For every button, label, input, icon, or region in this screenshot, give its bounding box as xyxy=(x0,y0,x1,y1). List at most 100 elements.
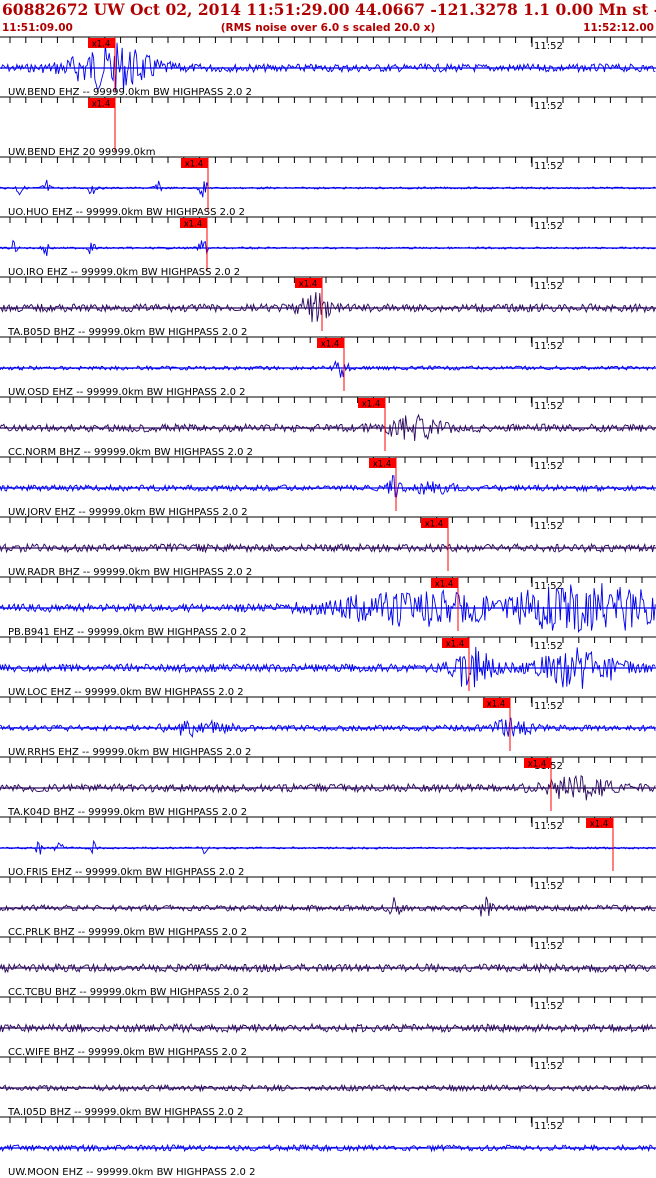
minute-label: 11:52 xyxy=(534,461,563,472)
station-label: UO.HUO EHZ -- 99999.0km BW HIGHPASS 2.0 … xyxy=(8,207,245,218)
waveform xyxy=(0,292,656,323)
trace-row: 11:52 x1.4 UW.BEND EHZ 20 99999.0km xyxy=(0,96,656,158)
waveform xyxy=(0,646,656,689)
event-title: 60882672 UW Oct 02, 2014 11:51:29.00 44.… xyxy=(2,0,656,19)
pick-flag xyxy=(181,158,208,168)
waveform xyxy=(0,179,656,198)
trace-row: 11:52 x1.4 UW.RADR BHZ -- 99999.0km BW HIG… xyxy=(0,516,656,578)
trace-row: 11:52 x1.4 PB.B941 EHZ -- 99999.0km BW HIG… xyxy=(0,576,656,638)
minute-label: 11:52 xyxy=(534,1121,563,1132)
waveform xyxy=(0,413,656,442)
waveform xyxy=(0,896,656,917)
pick-label: x1.4 xyxy=(487,700,506,710)
minute-label: 11:52 xyxy=(534,821,563,832)
start-time-label: 11:51:09.00 xyxy=(2,22,73,34)
end-time-label: 11:52:12.00 xyxy=(583,22,654,34)
pick-label: x1.4 xyxy=(92,40,111,50)
station-label: UO.FRIS EHZ -- 99999.0km BW HIGHPASS 2.0… xyxy=(8,867,244,878)
trace-row: 11:52 TA.I05D BHZ -- 99999.0km BW HIGHPAS… xyxy=(0,1056,656,1118)
pick-flag xyxy=(369,458,396,468)
pick-flag xyxy=(431,578,458,588)
station-label: TA.K04D BHZ -- 99999.0km BW HIGHPASS 2.0… xyxy=(7,807,247,818)
minute-label: 11:52 xyxy=(534,101,563,112)
pick-label: x1.4 xyxy=(590,820,609,830)
waveform xyxy=(0,360,656,378)
minute-label: 11:52 xyxy=(534,41,563,52)
pick-flag xyxy=(88,98,115,108)
station-label: CC.TCBU BHZ -- 99999.0km BW HIGHPASS 2.0… xyxy=(8,987,249,998)
pick-flag xyxy=(483,698,510,708)
pick-flag xyxy=(88,38,115,48)
station-label: PB.B941 EHZ -- 99999.0km BW HIGHPASS 2.0… xyxy=(8,627,246,638)
pick-flag xyxy=(586,818,613,828)
station-label: UW.RRHS EHZ -- 99999.0km BW HIGHPASS 2.0… xyxy=(8,747,251,758)
station-label: UW.JORV EHZ -- 99999.0km BW HIGHPASS 2.0… xyxy=(8,507,248,518)
trace-row: 11:52 x1.4 UW.LOC EHZ -- 99999.0km BW HIGH… xyxy=(0,636,656,698)
station-label: CC.NORM BHZ -- 99999.0km BW HIGHPASS 2.0… xyxy=(8,447,253,458)
pick-label: x1.4 xyxy=(321,340,340,350)
station-label: UW.OSD EHZ -- 99999.0km BW HIGHPASS 2.0 … xyxy=(8,387,246,398)
trace-row: 11:52 CC.WIFE BHZ -- 99999.0km BW HIGHPAS… xyxy=(0,996,656,1058)
station-label: UW.BEND EHZ 20 99999.0km xyxy=(8,147,155,158)
pick-flag xyxy=(317,338,344,348)
minute-label: 11:52 xyxy=(534,941,563,952)
waveform xyxy=(0,774,656,801)
station-label: CC.PRLK BHZ -- 99999.0km BW HIGHPASS 2.0… xyxy=(8,927,247,938)
pick-flag xyxy=(295,278,322,288)
trace-row: 11:52 x1.4 UW.BEND EHZ -- 99999.0km BW HIG… xyxy=(0,36,656,98)
minute-label: 11:52 xyxy=(534,1061,563,1072)
station-label: UW.MOON EHZ -- 99999.0km BW HIGHPASS 2.0… xyxy=(8,1167,255,1178)
trace-row: 11:52 x1.4 UW.OSD EHZ -- 99999.0km BW HIGH… xyxy=(0,336,656,398)
station-label: UO.IRO EHZ -- 99999.0km BW HIGHPASS 2.0 … xyxy=(8,267,240,278)
waveform xyxy=(0,42,656,92)
trace-row: 11:52 x1.4 TA.B05D BHZ -- 99999.0km BW HIG… xyxy=(0,276,656,338)
pick-label: x1.4 xyxy=(425,520,444,530)
pick-label: x1.4 xyxy=(184,220,203,230)
pick-label: x1.4 xyxy=(299,280,318,290)
scaling-note: (RMS noise over 6.0 s scaled 20.0 x) xyxy=(220,22,436,34)
pick-flag xyxy=(180,218,207,228)
trace-row: 11:52 CC.PRLK BHZ -- 99999.0km BW HIGHPAS… xyxy=(0,876,656,938)
pick-flag xyxy=(421,518,448,528)
waveform xyxy=(0,717,656,738)
minute-label: 11:52 xyxy=(534,521,563,532)
station-label: TA.I05D BHZ -- 99999.0km BW HIGHPASS 2.0… xyxy=(7,1107,243,1118)
pick-label: x1.4 xyxy=(185,160,204,170)
trace-row: 11:52 x1.4 UO.IRO EHZ -- 99999.0km BW HIGH… xyxy=(0,216,656,278)
trace-row: 11:52 x1.4 UO.HUO EHZ -- 99999.0km BW HIGH… xyxy=(0,156,656,218)
pick-flag xyxy=(524,758,551,768)
trace-row: 11:52 x1.4 CC.NORM BHZ -- 99999.0km BW HIG… xyxy=(0,396,656,458)
minute-label: 11:52 xyxy=(534,221,563,232)
waveform xyxy=(0,1022,656,1034)
minute-label: 11:52 xyxy=(534,401,563,412)
trace-row: 11:52 x1.4 UW.RRHS EHZ -- 99999.0km BW HIG… xyxy=(0,696,656,758)
pick-flag xyxy=(442,638,469,648)
pick-label: x1.4 xyxy=(435,580,454,590)
minute-label: 11:52 xyxy=(534,281,563,292)
minute-label: 11:52 xyxy=(534,161,563,172)
pick-label: x1.4 xyxy=(362,400,381,410)
minute-label: 11:52 xyxy=(534,641,563,652)
trace-row: 11:52 CC.TCBU BHZ -- 99999.0km BW HIGHPAS… xyxy=(0,936,656,998)
pick-flag xyxy=(358,398,385,408)
minute-label: 11:52 xyxy=(534,881,563,892)
minute-label: 11:52 xyxy=(534,701,563,712)
minute-label: 11:52 xyxy=(534,341,563,352)
station-label: UW.BEND EHZ -- 99999.0km BW HIGHPASS 2.0… xyxy=(8,87,252,98)
trace-row: 11:52 x1.4 UW.JORV EHZ -- 99999.0km BW HIG… xyxy=(0,456,656,518)
pick-label: x1.4 xyxy=(92,100,111,110)
waveform xyxy=(0,475,656,498)
pick-label: x1.4 xyxy=(446,640,465,650)
station-label: UW.LOC EHZ -- 99999.0km BW HIGHPASS 2.0 … xyxy=(8,687,244,698)
pick-label: x1.4 xyxy=(528,760,547,770)
pick-label: x1.4 xyxy=(373,460,392,470)
trace-row: 11:52 x1.4 UO.FRIS EHZ -- 99999.0km BW HIG… xyxy=(0,816,656,878)
station-label: CC.WIFE BHZ -- 99999.0km BW HIGHPASS 2.0… xyxy=(8,1047,247,1058)
trace-row: 11:52 UW.MOON EHZ -- 99999.0km BW HIGHPAS… xyxy=(0,1116,656,1178)
minute-label: 11:52 xyxy=(534,1001,563,1012)
station-label: TA.B05D BHZ -- 99999.0km BW HIGHPASS 2.0… xyxy=(7,327,247,338)
station-label: UW.RADR BHZ -- 99999.0km BW HIGHPASS 2.0… xyxy=(8,567,252,578)
minute-label: 11:52 xyxy=(534,581,563,592)
